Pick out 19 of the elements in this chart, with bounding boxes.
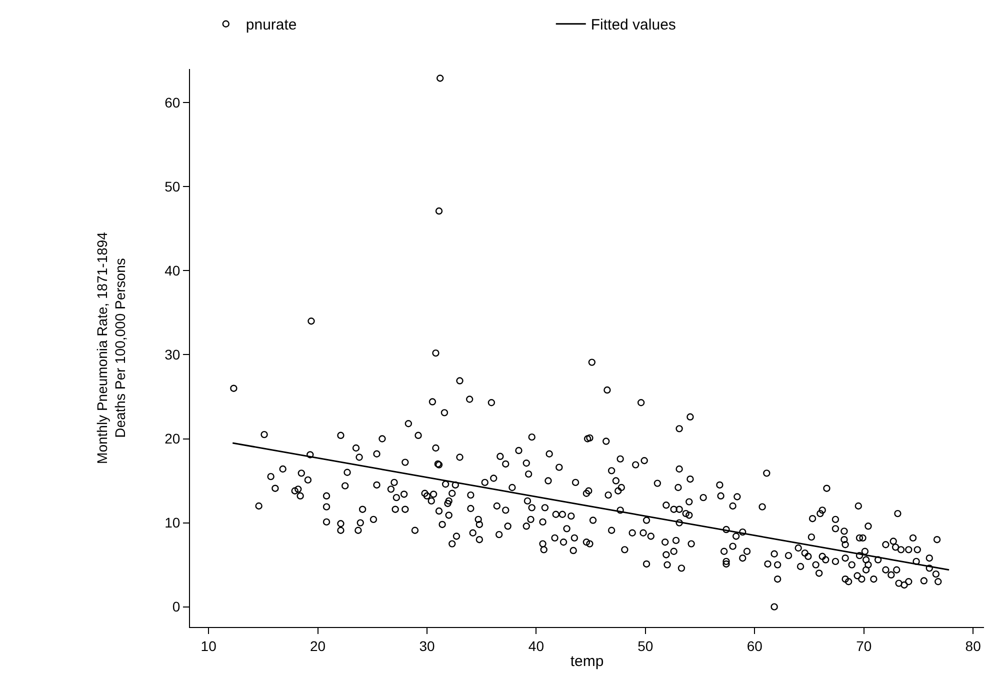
x-tick-label: 20 <box>310 638 326 654</box>
x-tick-label: 70 <box>856 638 872 654</box>
legend-label: Fitted values <box>590 16 676 34</box>
y-tick-label: 40 <box>164 262 180 279</box>
y-tick-label: 50 <box>164 178 180 195</box>
y-tick-label: 30 <box>164 346 180 363</box>
legend-label: pnurate <box>246 16 297 34</box>
x-tick-label: 60 <box>746 638 763 654</box>
y-tick-label: 20 <box>164 430 180 447</box>
y-tick-label: 0 <box>172 598 180 615</box>
y-axis-title: Monthly Pneumonia Rate, 1871-1894 Deaths Per 100,000 Persons <box>94 232 128 464</box>
x-tick-label: 30 <box>419 638 435 654</box>
x-axis-title: temp <box>570 652 604 670</box>
y-tick-label: 10 <box>164 514 180 531</box>
x-tick-label: 80 <box>965 638 982 654</box>
y-tick-label: 60 <box>164 94 180 111</box>
x-tick-label: 10 <box>200 638 217 654</box>
x-tick-label: 40 <box>528 638 544 654</box>
x-tick-label: 50 <box>638 638 654 654</box>
